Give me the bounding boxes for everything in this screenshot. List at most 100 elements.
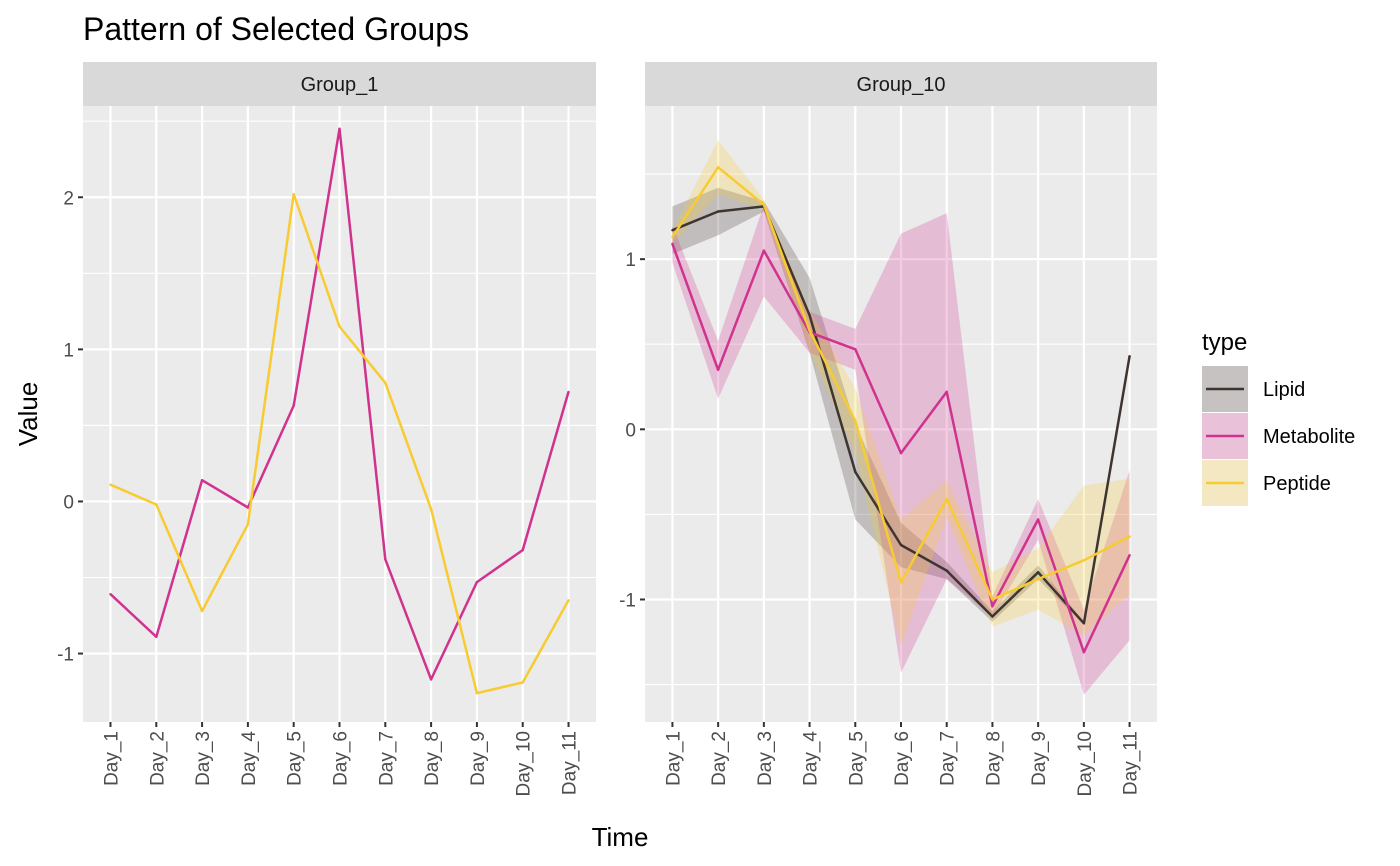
point-metabolite <box>945 390 948 394</box>
x-tick-label: Day_3 <box>193 731 214 786</box>
x-tick-label: Day_4 <box>239 731 260 786</box>
y-tick-label: -1 <box>57 645 74 666</box>
x-tick-label: Day_11 <box>1121 731 1142 795</box>
x-tick-label: Day_8 <box>983 731 1004 786</box>
x-tick-label: Day_7 <box>938 731 959 786</box>
point-lipid <box>671 229 674 232</box>
y-tick-label: 1 <box>625 250 636 271</box>
chart-title: Pattern of Selected Groups <box>83 11 469 47</box>
point-metabolite <box>292 404 295 407</box>
ribbon-lipid <box>672 187 1130 625</box>
point-lipid <box>808 314 811 317</box>
point-peptide <box>991 598 994 601</box>
point-lipid <box>716 210 720 213</box>
x-axis-title: Time <box>592 822 649 852</box>
point-metabolite <box>671 242 674 246</box>
point-peptide <box>475 691 479 695</box>
x-tick-label: Day_1 <box>663 731 684 786</box>
point-peptide <box>292 193 295 196</box>
point-metabolite <box>246 506 250 509</box>
point-peptide <box>246 523 250 526</box>
point-lipid <box>899 543 903 547</box>
x-tick-label: Day_9 <box>468 731 489 786</box>
legend-label: Metabolite <box>1263 426 1355 448</box>
point-metabolite <box>899 451 903 455</box>
point-metabolite <box>1082 651 1086 654</box>
x-tick-label: Day_8 <box>422 731 443 786</box>
point-metabolite <box>109 593 112 596</box>
panel-group-1: Group_1 -1 0 1 2 Day_1 Day_2 Day_3 Day_4 Day_5 Day… <box>57 62 596 797</box>
facet-strip <box>83 62 596 106</box>
point-peptide <box>109 483 112 486</box>
point-peptide <box>521 681 524 684</box>
point-peptide <box>338 325 341 328</box>
point-peptide <box>1036 577 1040 581</box>
facet-label: Group_1 <box>301 74 379 96</box>
ribbon-metabolite <box>672 204 1130 695</box>
legend-label: Lipid <box>1263 379 1305 401</box>
point-metabolite <box>716 368 720 371</box>
point-peptide <box>671 235 674 239</box>
point-peptide <box>155 503 158 506</box>
point-metabolite <box>567 390 570 394</box>
point-metabolite <box>854 348 857 351</box>
point-peptide <box>945 497 948 501</box>
point-lipid <box>945 569 948 572</box>
x-tick-label: Day_4 <box>801 731 822 786</box>
point-peptide <box>854 419 857 423</box>
legend-item-peptide: Peptide <box>1202 460 1331 506</box>
legend-item-metabolite: Metabolite <box>1202 413 1355 459</box>
facet-strip <box>645 62 1157 106</box>
point-metabolite <box>338 127 341 131</box>
point-lipid <box>991 615 994 618</box>
y-tick-label: 2 <box>63 188 74 209</box>
x-tick-label: Day_5 <box>846 731 867 786</box>
point-metabolite <box>762 249 766 252</box>
point-metabolite <box>991 605 994 608</box>
x-tick-label: Day_2 <box>709 731 730 786</box>
point-lipid <box>1082 622 1086 625</box>
point-metabolite <box>1128 554 1131 557</box>
x-tick-label: Day_6 <box>331 731 352 786</box>
point-peptide <box>200 609 204 613</box>
point-peptide <box>429 507 433 511</box>
y-axis-title: Value <box>13 382 43 447</box>
x-tick-label: Day_10 <box>514 731 535 797</box>
point-peptide <box>899 581 903 584</box>
x-tick-label: Day_9 <box>1029 731 1050 786</box>
x-tick-label: Day_5 <box>285 731 306 786</box>
x-tick-label: Day_11 <box>560 731 581 795</box>
x-tick-label: Day_7 <box>376 731 397 786</box>
point-metabolite <box>200 478 204 482</box>
point-lipid <box>1036 571 1040 574</box>
point-metabolite <box>155 635 158 639</box>
point-metabolite <box>384 558 387 561</box>
x-tick-label: Day_10 <box>1075 731 1096 797</box>
point-metabolite <box>1036 518 1040 521</box>
point-metabolite <box>521 548 524 552</box>
point-metabolite <box>429 678 433 681</box>
legend: type Lipid Metabolite Peptide <box>1202 329 1355 506</box>
point-peptide <box>716 166 720 169</box>
legend-item-lipid: Lipid <box>1202 366 1305 412</box>
point-peptide <box>762 203 766 206</box>
legend-title: type <box>1202 329 1247 356</box>
x-tick-label: Day_3 <box>755 731 776 786</box>
point-metabolite <box>475 580 479 584</box>
legend-label: Peptide <box>1263 473 1331 495</box>
panel-group-10: Group_10 -1 0 1 Day_1 Day_2 Day_3 Day_4 Day_5 Day… <box>619 62 1157 797</box>
y-tick-label: 0 <box>625 420 636 441</box>
y-tick-label: 1 <box>63 340 74 361</box>
point-lipid <box>854 470 857 474</box>
x-tick-label: Day_6 <box>892 731 913 786</box>
point-peptide <box>1128 535 1131 538</box>
y-tick-label: -1 <box>619 590 636 611</box>
point-peptide <box>567 599 570 602</box>
point-peptide <box>384 381 387 385</box>
x-tick-label: Day_1 <box>101 731 122 786</box>
point-peptide <box>808 329 811 332</box>
x-tick-label: Day_2 <box>147 731 168 786</box>
point-peptide <box>1082 559 1086 562</box>
